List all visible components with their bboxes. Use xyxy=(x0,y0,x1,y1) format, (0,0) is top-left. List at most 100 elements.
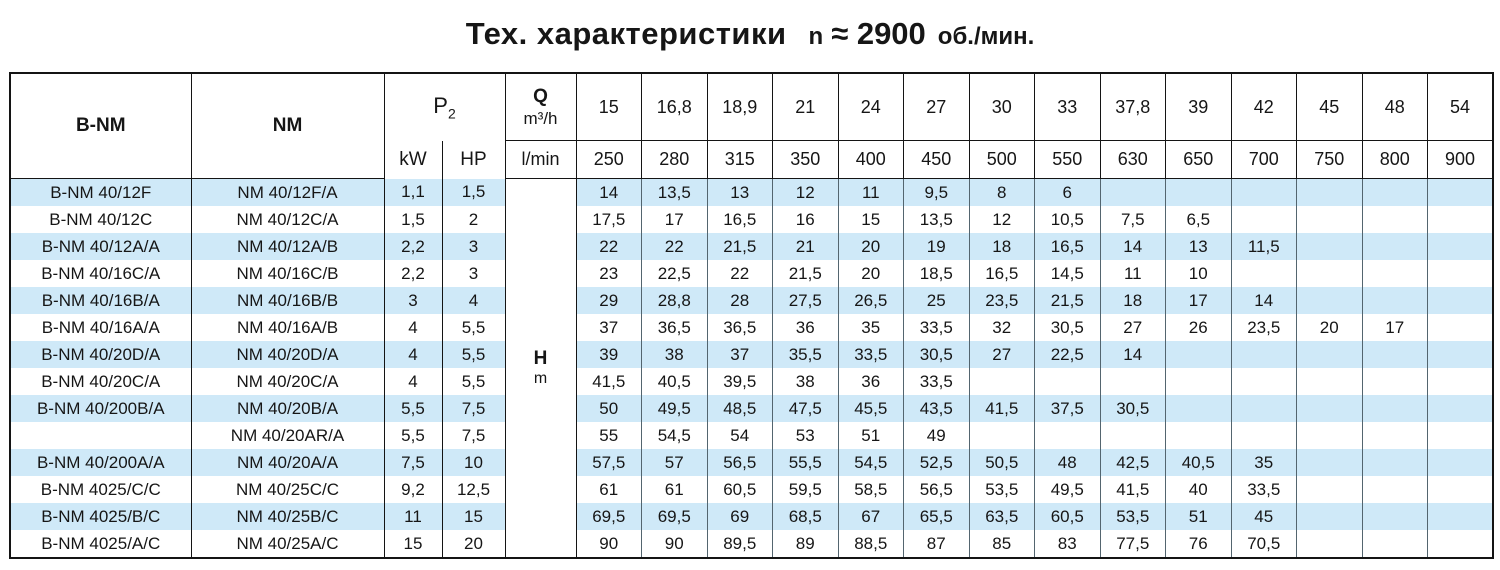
head-value-cell: 58,5 xyxy=(838,476,905,503)
head-value-cell: 50,5 xyxy=(969,449,1036,476)
head-value-cell: 36,5 xyxy=(707,314,774,341)
head-value-cell: 8 xyxy=(969,178,1036,206)
model-nm: NM 40/16B/B xyxy=(191,287,385,314)
head-value-cell: 30,5 xyxy=(1100,395,1167,422)
model-nm: NM 40/16A/B xyxy=(191,314,385,341)
head-value-cell: 21,5 xyxy=(1034,287,1101,314)
head-value-cell xyxy=(1362,503,1429,530)
head-value-cell: 27 xyxy=(1100,314,1167,341)
head-value-cell: 20 xyxy=(838,233,905,260)
head-value-cell: 90 xyxy=(576,530,643,558)
flow-m3h-header: 18,9 xyxy=(706,72,774,141)
head-value-cell xyxy=(1296,503,1363,530)
head-value-cell xyxy=(1427,233,1494,260)
header-row-2: kW HP l/min 250 280 315 350 400 450 500 550 630 6… xyxy=(10,140,1494,179)
head-value-cell: 7,5 xyxy=(1100,206,1167,233)
model-bnm: B-NM 4025/C/C xyxy=(10,476,192,503)
head-value-cell xyxy=(1362,368,1429,395)
head-value-cell: 89 xyxy=(772,530,839,558)
model-bnm xyxy=(10,422,192,449)
power-kw: 1,1 xyxy=(384,178,443,206)
head-value-cell: 51 xyxy=(1165,503,1232,530)
power-kw: 5,5 xyxy=(384,422,443,449)
head-value-cell: 51 xyxy=(838,422,905,449)
head-value-cell: 65,5 xyxy=(903,503,970,530)
col-header-bnm: B-NM xyxy=(9,72,192,179)
head-value-cell: 54 xyxy=(707,422,774,449)
flow-m3h-header: 15 xyxy=(575,72,643,141)
head-value-cell xyxy=(1231,341,1298,368)
flow-lmin-header: 750 xyxy=(1296,140,1363,179)
col-header-p2: P2 xyxy=(383,73,506,141)
head-value-cell xyxy=(1362,233,1429,260)
head-value-cell: 22 xyxy=(707,260,774,287)
head-value-cell xyxy=(1427,395,1494,422)
head-value-cell: 22,5 xyxy=(641,260,708,287)
head-value-cell: 48,5 xyxy=(707,395,774,422)
flow-m3h-header: 39 xyxy=(1165,72,1232,141)
head-value-cell: 37 xyxy=(576,314,643,341)
head-value-cell: 27 xyxy=(969,341,1036,368)
head-value-cell: 53 xyxy=(772,422,839,449)
head-value-cell xyxy=(1296,449,1363,476)
head-value-cell: 42,5 xyxy=(1100,449,1167,476)
head-value-cell: 25 xyxy=(903,287,970,314)
power-hp: 2 xyxy=(442,206,506,233)
head-value-cell xyxy=(1362,530,1429,558)
model-bnm: B-NM 40/200B/A xyxy=(10,395,192,422)
head-value-cell: 54,5 xyxy=(838,449,905,476)
model-bnm: B-NM 40/16B/A xyxy=(10,287,192,314)
head-value-cell: 41,5 xyxy=(1100,476,1167,503)
head-value-cell: 21,5 xyxy=(772,260,839,287)
head-value-cell xyxy=(1427,287,1494,314)
model-bnm: B-NM 40/12C xyxy=(10,206,192,233)
head-value-cell xyxy=(1165,422,1232,449)
head-value-cell xyxy=(1296,233,1363,260)
head-value-cell: 37,5 xyxy=(1034,395,1101,422)
head-value-cell: 45 xyxy=(1231,503,1298,530)
head-value-cell: 49,5 xyxy=(1034,476,1101,503)
col-header-kw: kW xyxy=(383,140,443,179)
h-symbol: H xyxy=(533,347,548,369)
head-value-cell xyxy=(1231,368,1298,395)
head-value-cell xyxy=(1362,287,1429,314)
model-nm: NM 40/20AR/A xyxy=(191,422,385,449)
flow-m3h-header: 16,8 xyxy=(641,72,708,141)
table-row: B-NM 40/20C/A NM 40/20C/A 4 5,5 41,5 40,5 39,5… xyxy=(10,368,1494,395)
head-value-cell xyxy=(1296,260,1363,287)
head-value-cell xyxy=(1296,530,1363,558)
p2-subscript: 2 xyxy=(447,105,456,122)
head-value-cell xyxy=(1034,422,1101,449)
head-value-cell xyxy=(969,422,1036,449)
head-value-cell xyxy=(1427,422,1494,449)
head-value-cell: 16,5 xyxy=(707,206,774,233)
head-value-cell: 54,5 xyxy=(641,422,708,449)
head-value-cell: 53,5 xyxy=(1100,503,1167,530)
power-kw: 4 xyxy=(384,341,443,368)
head-value-cell: 9,5 xyxy=(903,178,970,206)
head-value-cell: 36 xyxy=(772,314,839,341)
flow-lmin-header: 900 xyxy=(1427,140,1494,179)
table-row: B-NM 40/20D/A NM 40/20D/A 4 5,5 39 38 37 35,5 33… xyxy=(10,341,1494,368)
col-header-hp: HP xyxy=(442,140,506,179)
power-hp: 20 xyxy=(442,530,506,558)
head-value-cell: 10,5 xyxy=(1034,206,1101,233)
head-value-cell: 14 xyxy=(576,178,643,206)
flow-m3h-header: 21 xyxy=(772,72,839,141)
power-kw: 15 xyxy=(384,530,443,558)
power-hp: 12,5 xyxy=(442,476,506,503)
head-value-cell xyxy=(1362,449,1429,476)
head-value-cell xyxy=(1100,368,1167,395)
head-value-cell xyxy=(1362,341,1429,368)
head-value-cell: 12 xyxy=(772,178,839,206)
table-row: B-NM 40/16B/A NM 40/16B/B 3 4 29 28,8 28 27,5 26… xyxy=(10,287,1494,314)
head-value-cell: 14 xyxy=(1231,287,1298,314)
head-value-cell: 57 xyxy=(641,449,708,476)
head-value-cell xyxy=(1362,476,1429,503)
head-value-cell xyxy=(1100,422,1167,449)
head-value-cell xyxy=(1296,341,1363,368)
flow-lmin-header: 650 xyxy=(1165,140,1232,179)
table-row: B-NM 40/16A/A NM 40/16A/B 4 5,5 37 36,5 36,5 36… xyxy=(10,314,1494,341)
